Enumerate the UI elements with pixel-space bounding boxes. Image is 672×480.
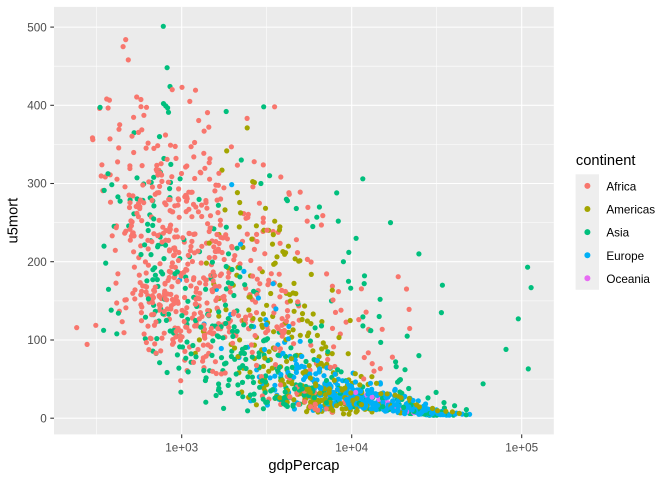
svg-text:u5mort: u5mort — [6, 198, 22, 244]
svg-text:1e+03: 1e+03 — [165, 442, 198, 455]
svg-text:1e+05: 1e+05 — [505, 442, 538, 455]
svg-text:Africa: Africa — [606, 181, 636, 194]
svg-text:gdpPercap: gdpPercap — [268, 458, 339, 474]
svg-text:Oceania: Oceania — [606, 273, 650, 286]
svg-text:Americas: Americas — [606, 204, 655, 217]
svg-text:continent: continent — [576, 153, 636, 169]
svg-text:300: 300 — [27, 178, 47, 191]
svg-text:Asia: Asia — [606, 227, 629, 240]
svg-text:0: 0 — [40, 412, 47, 425]
svg-text:400: 400 — [27, 100, 47, 113]
svg-text:1e+04: 1e+04 — [335, 442, 368, 455]
svg-text:200: 200 — [27, 256, 47, 269]
svg-text:500: 500 — [27, 21, 47, 34]
svg-text:Europe: Europe — [606, 250, 644, 263]
svg-text:100: 100 — [27, 334, 47, 347]
